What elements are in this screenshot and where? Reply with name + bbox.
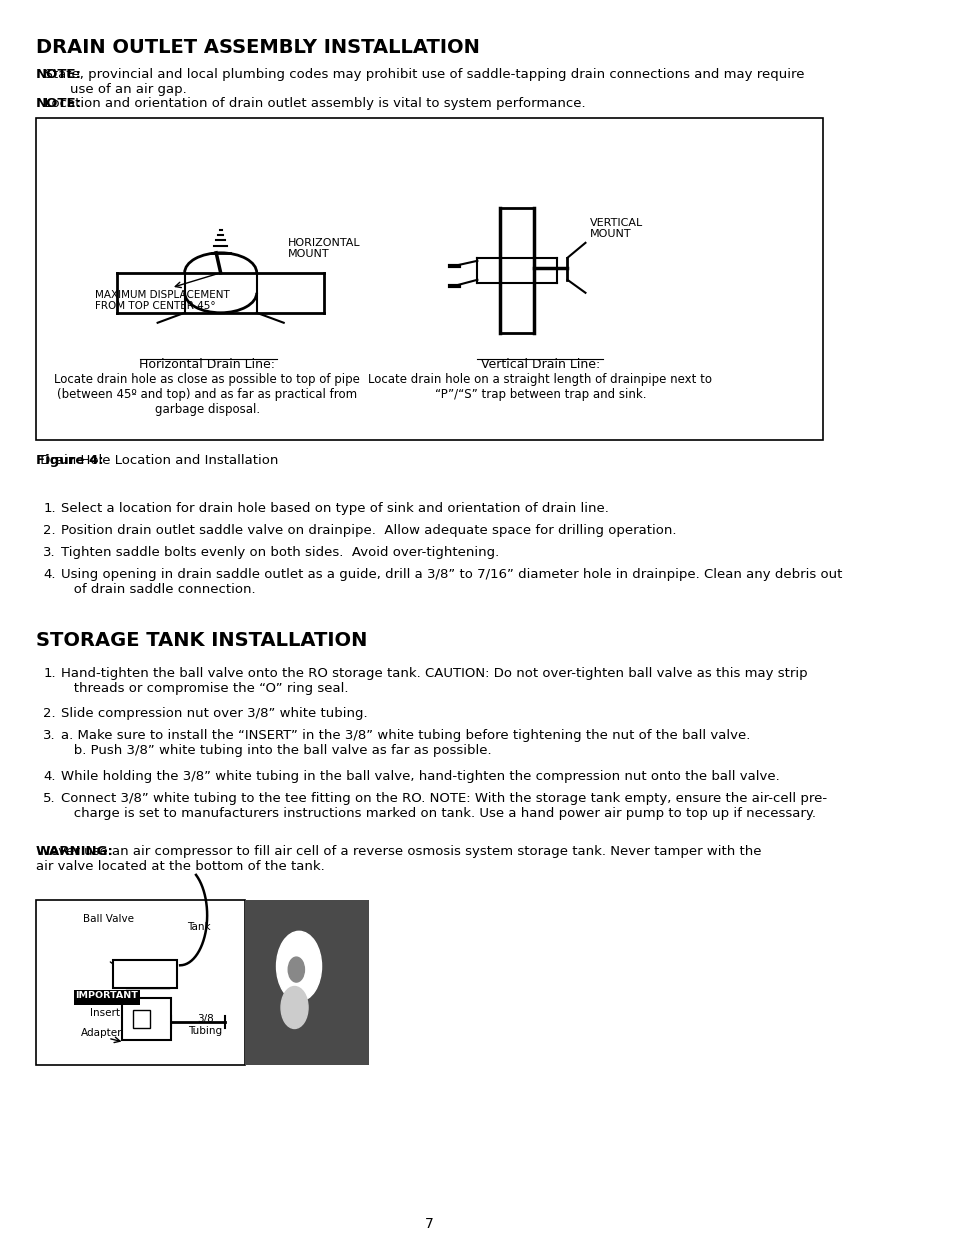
Text: NOTE:: NOTE: xyxy=(36,96,82,110)
Text: 3.: 3. xyxy=(43,730,56,742)
Text: MAXIMUM DISPLACEMENT
FROM TOP CENTER 45°: MAXIMUM DISPLACEMENT FROM TOP CENTER 45° xyxy=(94,290,229,311)
Text: 1.: 1. xyxy=(43,667,56,679)
Text: 5.: 5. xyxy=(43,793,56,805)
Text: 1.: 1. xyxy=(43,501,56,515)
Text: STORAGE TANK INSTALLATION: STORAGE TANK INSTALLATION xyxy=(36,631,367,650)
Text: NOTE:: NOTE: xyxy=(36,68,82,82)
Text: Insert: Insert xyxy=(90,1008,120,1018)
Bar xyxy=(73,990,139,1005)
Text: 3/8
Tubing: 3/8 Tubing xyxy=(188,1014,222,1036)
Text: State, provincial and local plumbing codes may prohibit use of saddle-tapping dr: State, provincial and local plumbing cod… xyxy=(36,68,803,96)
Ellipse shape xyxy=(276,931,321,1002)
Text: a. Make sure to install the “INSERT” in the 3/8” white tubing before tightening : a. Make sure to install the “INSERT” in … xyxy=(61,730,750,757)
Text: HORIZONTAL
MOUNT: HORIZONTAL MOUNT xyxy=(288,238,360,259)
Text: Location and orientation of drain outlet assembly is vital to system performance: Location and orientation of drain outlet… xyxy=(36,96,585,110)
Text: Locate drain hole as close as possible to top of pipe
(between 45º and top) and : Locate drain hole as close as possible t… xyxy=(54,373,359,416)
Text: Figure 4:: Figure 4: xyxy=(36,453,104,467)
Text: Tank: Tank xyxy=(187,923,211,932)
Bar xyxy=(36,117,822,440)
Text: Vertical Drain Line:: Vertical Drain Line: xyxy=(480,358,599,370)
Text: Hand-tighten the ball valve onto the RO storage tank. CAUTION: Do not over-tight: Hand-tighten the ball valve onto the RO … xyxy=(61,667,807,694)
Text: Locate drain hole on a straight length of drainpipe next to
“P”/“S” trap between: Locate drain hole on a straight length o… xyxy=(368,373,712,400)
Bar xyxy=(112,961,177,988)
Text: Using opening in drain saddle outlet as a guide, drill a 3/8” to 7/16” diameter : Using opening in drain saddle outlet as … xyxy=(61,568,841,595)
Text: 2.: 2. xyxy=(43,708,56,720)
Text: Drain Hole Location and Installation: Drain Hole Location and Installation xyxy=(36,453,278,467)
Ellipse shape xyxy=(281,987,308,1029)
Text: IMPORTANT: IMPORTANT xyxy=(74,992,137,1000)
Text: VERTICAL
MOUNT: VERTICAL MOUNT xyxy=(589,217,642,240)
Text: Tighten saddle bolts evenly on both sides.  Avoid over-tightening.: Tighten saddle bolts evenly on both side… xyxy=(61,546,499,558)
Text: Horizontal Drain Line:: Horizontal Drain Line: xyxy=(139,358,274,370)
Text: 7: 7 xyxy=(425,1218,434,1231)
Text: Select a location for drain hole based on type of sink and orientation of drain : Select a location for drain hole based o… xyxy=(61,501,608,515)
Text: Ball Valve: Ball Valve xyxy=(83,914,133,924)
Bar xyxy=(245,900,369,1066)
Text: DRAIN OUTLET ASSEMBLY INSTALLATION: DRAIN OUTLET ASSEMBLY INSTALLATION xyxy=(36,38,479,57)
Bar xyxy=(121,998,171,1040)
Text: 2.: 2. xyxy=(43,524,56,537)
Bar xyxy=(133,1010,150,1029)
Text: Slide compression nut over 3/8” white tubing.: Slide compression nut over 3/8” white tu… xyxy=(61,708,368,720)
Text: While holding the 3/8” white tubing in the ball valve, hand-tighten the compress: While holding the 3/8” white tubing in t… xyxy=(61,771,780,783)
Text: Connect 3/8” white tubing to the tee fitting on the RO. NOTE: With the storage t: Connect 3/8” white tubing to the tee fit… xyxy=(61,793,826,820)
Bar xyxy=(36,900,245,1066)
Text: 4.: 4. xyxy=(43,568,55,580)
Text: 3.: 3. xyxy=(43,546,56,558)
Text: Position drain outlet saddle valve on drainpipe.  Allow adequate space for drill: Position drain outlet saddle valve on dr… xyxy=(61,524,676,537)
Text: Adapter: Adapter xyxy=(81,1029,122,1039)
Text: 4.: 4. xyxy=(43,771,55,783)
Text: WARNING:: WARNING: xyxy=(36,846,113,858)
Ellipse shape xyxy=(288,957,304,982)
Text: Never use an air compressor to fill air cell of a reverse osmosis system storage: Never use an air compressor to fill air … xyxy=(36,846,760,873)
